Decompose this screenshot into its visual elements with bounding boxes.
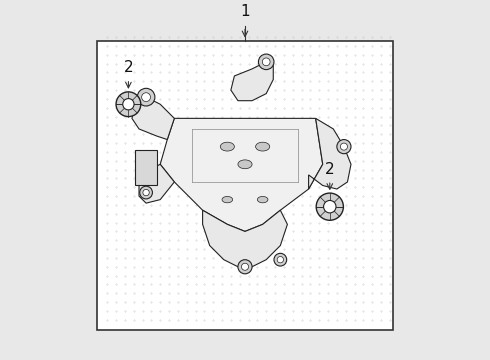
Polygon shape <box>309 118 351 189</box>
Ellipse shape <box>220 142 234 151</box>
Circle shape <box>277 257 284 263</box>
Circle shape <box>140 186 152 199</box>
Bar <box>97 41 393 330</box>
Circle shape <box>242 263 248 270</box>
Circle shape <box>142 93 150 102</box>
Circle shape <box>143 189 149 196</box>
Ellipse shape <box>257 197 268 203</box>
Text: 2: 2 <box>123 60 133 75</box>
Circle shape <box>123 99 134 110</box>
Circle shape <box>258 54 274 69</box>
Polygon shape <box>139 164 174 203</box>
Circle shape <box>274 253 287 266</box>
Polygon shape <box>132 97 174 140</box>
Ellipse shape <box>238 160 252 169</box>
Ellipse shape <box>222 197 233 203</box>
Polygon shape <box>231 62 273 101</box>
Ellipse shape <box>256 142 270 151</box>
Circle shape <box>116 92 141 117</box>
Circle shape <box>316 193 343 220</box>
Circle shape <box>337 140 351 154</box>
Circle shape <box>238 260 252 274</box>
Circle shape <box>137 88 155 106</box>
Text: 2: 2 <box>325 162 335 177</box>
Polygon shape <box>202 210 288 267</box>
Polygon shape <box>160 118 323 231</box>
Circle shape <box>262 58 270 66</box>
Circle shape <box>341 143 347 150</box>
Circle shape <box>323 201 336 213</box>
Text: 1: 1 <box>240 4 250 19</box>
Bar <box>135 150 157 185</box>
